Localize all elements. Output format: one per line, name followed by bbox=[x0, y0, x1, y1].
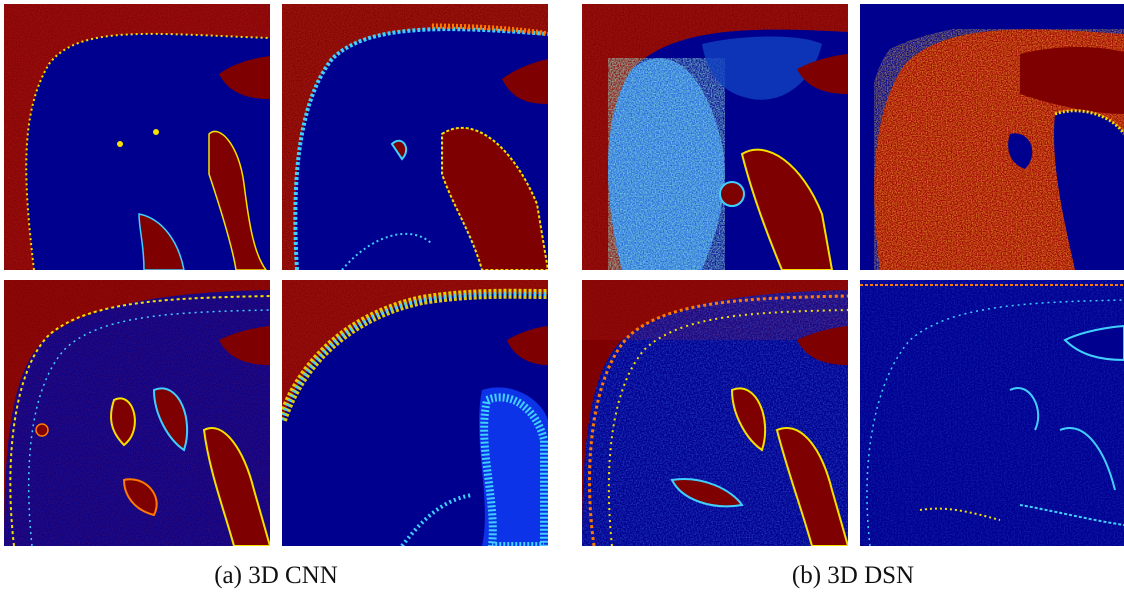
panel-b-top-left bbox=[582, 4, 848, 270]
heatmap-a-top-right bbox=[282, 4, 548, 270]
heatmap-a-top-left bbox=[4, 4, 270, 270]
caption-a: (a) 3D CNN bbox=[214, 562, 338, 589]
heatmap-b-top-right bbox=[860, 4, 1124, 270]
panel-b-top-right bbox=[860, 4, 1124, 270]
panel-b-bottom-left bbox=[582, 280, 848, 546]
heatmap-a-bottom-left bbox=[4, 280, 270, 546]
heatmap-b-top-left bbox=[582, 4, 848, 270]
panel-a-bottom-left bbox=[4, 280, 270, 546]
heatmap-b-bottom-right bbox=[860, 280, 1124, 546]
caption-b: (b) 3D DSN bbox=[791, 562, 915, 589]
panel-a-bottom-right bbox=[282, 280, 548, 546]
panel-a-top-right bbox=[282, 4, 548, 270]
heatmap-b-bottom-left bbox=[582, 280, 848, 546]
panel-b-bottom-right bbox=[860, 280, 1124, 546]
heatmap-a-bottom-right bbox=[282, 280, 548, 546]
panel-a-top-left bbox=[4, 4, 270, 270]
